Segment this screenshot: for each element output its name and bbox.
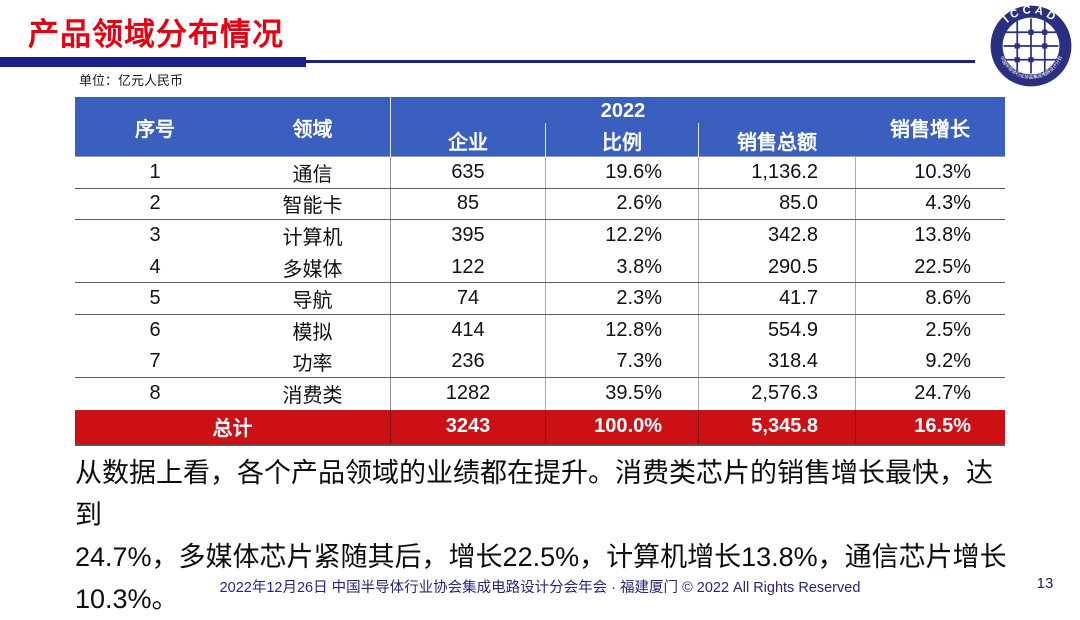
unit-label: 单位：亿元人民币: [79, 73, 184, 88]
footer-text: 2022年12月26日 中国半导体行业协会集成电路设计分会年会 · 福建厦门 ©…: [219, 580, 861, 596]
table-row: 1 通信 635 19.6% 1,136.2 10.3%: [75, 157, 1005, 189]
page-title: 产品领域分布情况: [28, 17, 284, 52]
header-enterprises: 企业: [390, 123, 545, 157]
analysis-line: 从数据上看，各个产品领域的业绩都在提升。消费类芯片的销售增长最快，达到: [75, 458, 993, 530]
table-total-row: 总计 3243 100.0% 5,345.8 16.5%: [75, 409, 1005, 446]
header-no: 序号: [135, 118, 175, 141]
table-row: 8 消费类 1282 39.5% 2,576.3 24.7%: [75, 378, 1005, 410]
analysis-line: 24.7%，多媒体芯片紧随其后，增长22.5%，计算机增长13.8%，通信芯片增…: [75, 542, 1007, 572]
iccad-logo-graphic: ICCAD 中国半导体行业协会集成电路设计分会: [990, 4, 1072, 87]
header-sales-growth: 销售增长: [890, 118, 970, 141]
header-domain: 领域: [292, 118, 333, 141]
analysis-paragraph: 从数据上看，各个产品领域的业绩都在提升。消费类芯片的销售增长最快，达到 24.7…: [75, 452, 1015, 620]
total-label: 总计: [212, 418, 253, 441]
title-underline-thick: [0, 57, 306, 67]
table-header: 序号 领域 2022 企业 比例 销售总额 销售增长: [75, 97, 1005, 157]
title-underline-thin: [306, 60, 975, 63]
page-number: 13: [1036, 575, 1054, 592]
header-sales-total: 销售总额: [698, 123, 855, 157]
table-row: 3 计算机 395 12.2% 342.8 13.8%: [75, 220, 1005, 252]
table-row: 4 多媒体 122 3.8% 290.5 22.5%: [75, 251, 1005, 284]
header-ratio: 比例: [545, 123, 698, 157]
slide: 产品领域分布情况 ICCA: [0, 3, 1074, 614]
data-table: 序号 领域 2022 企业 比例 销售总额 销售增长 1 通信 635 19.6…: [75, 97, 1005, 446]
table-row: 7 功率 236 7.3% 318.4 9.2%: [75, 346, 1005, 379]
table-row: 2 智能卡 85 2.6% 85.0 4.3%: [75, 188, 1005, 221]
header-year: 2022: [390, 97, 855, 123]
iccad-logo: ICCAD 中国半导体行业协会集成电路设计分会: [988, 3, 1074, 89]
table-row: 6 模拟 414 12.8% 554.9 2.5%: [75, 314, 1005, 347]
table-row: 5 导航 74 2.3% 41.7 8.6%: [75, 283, 1005, 315]
